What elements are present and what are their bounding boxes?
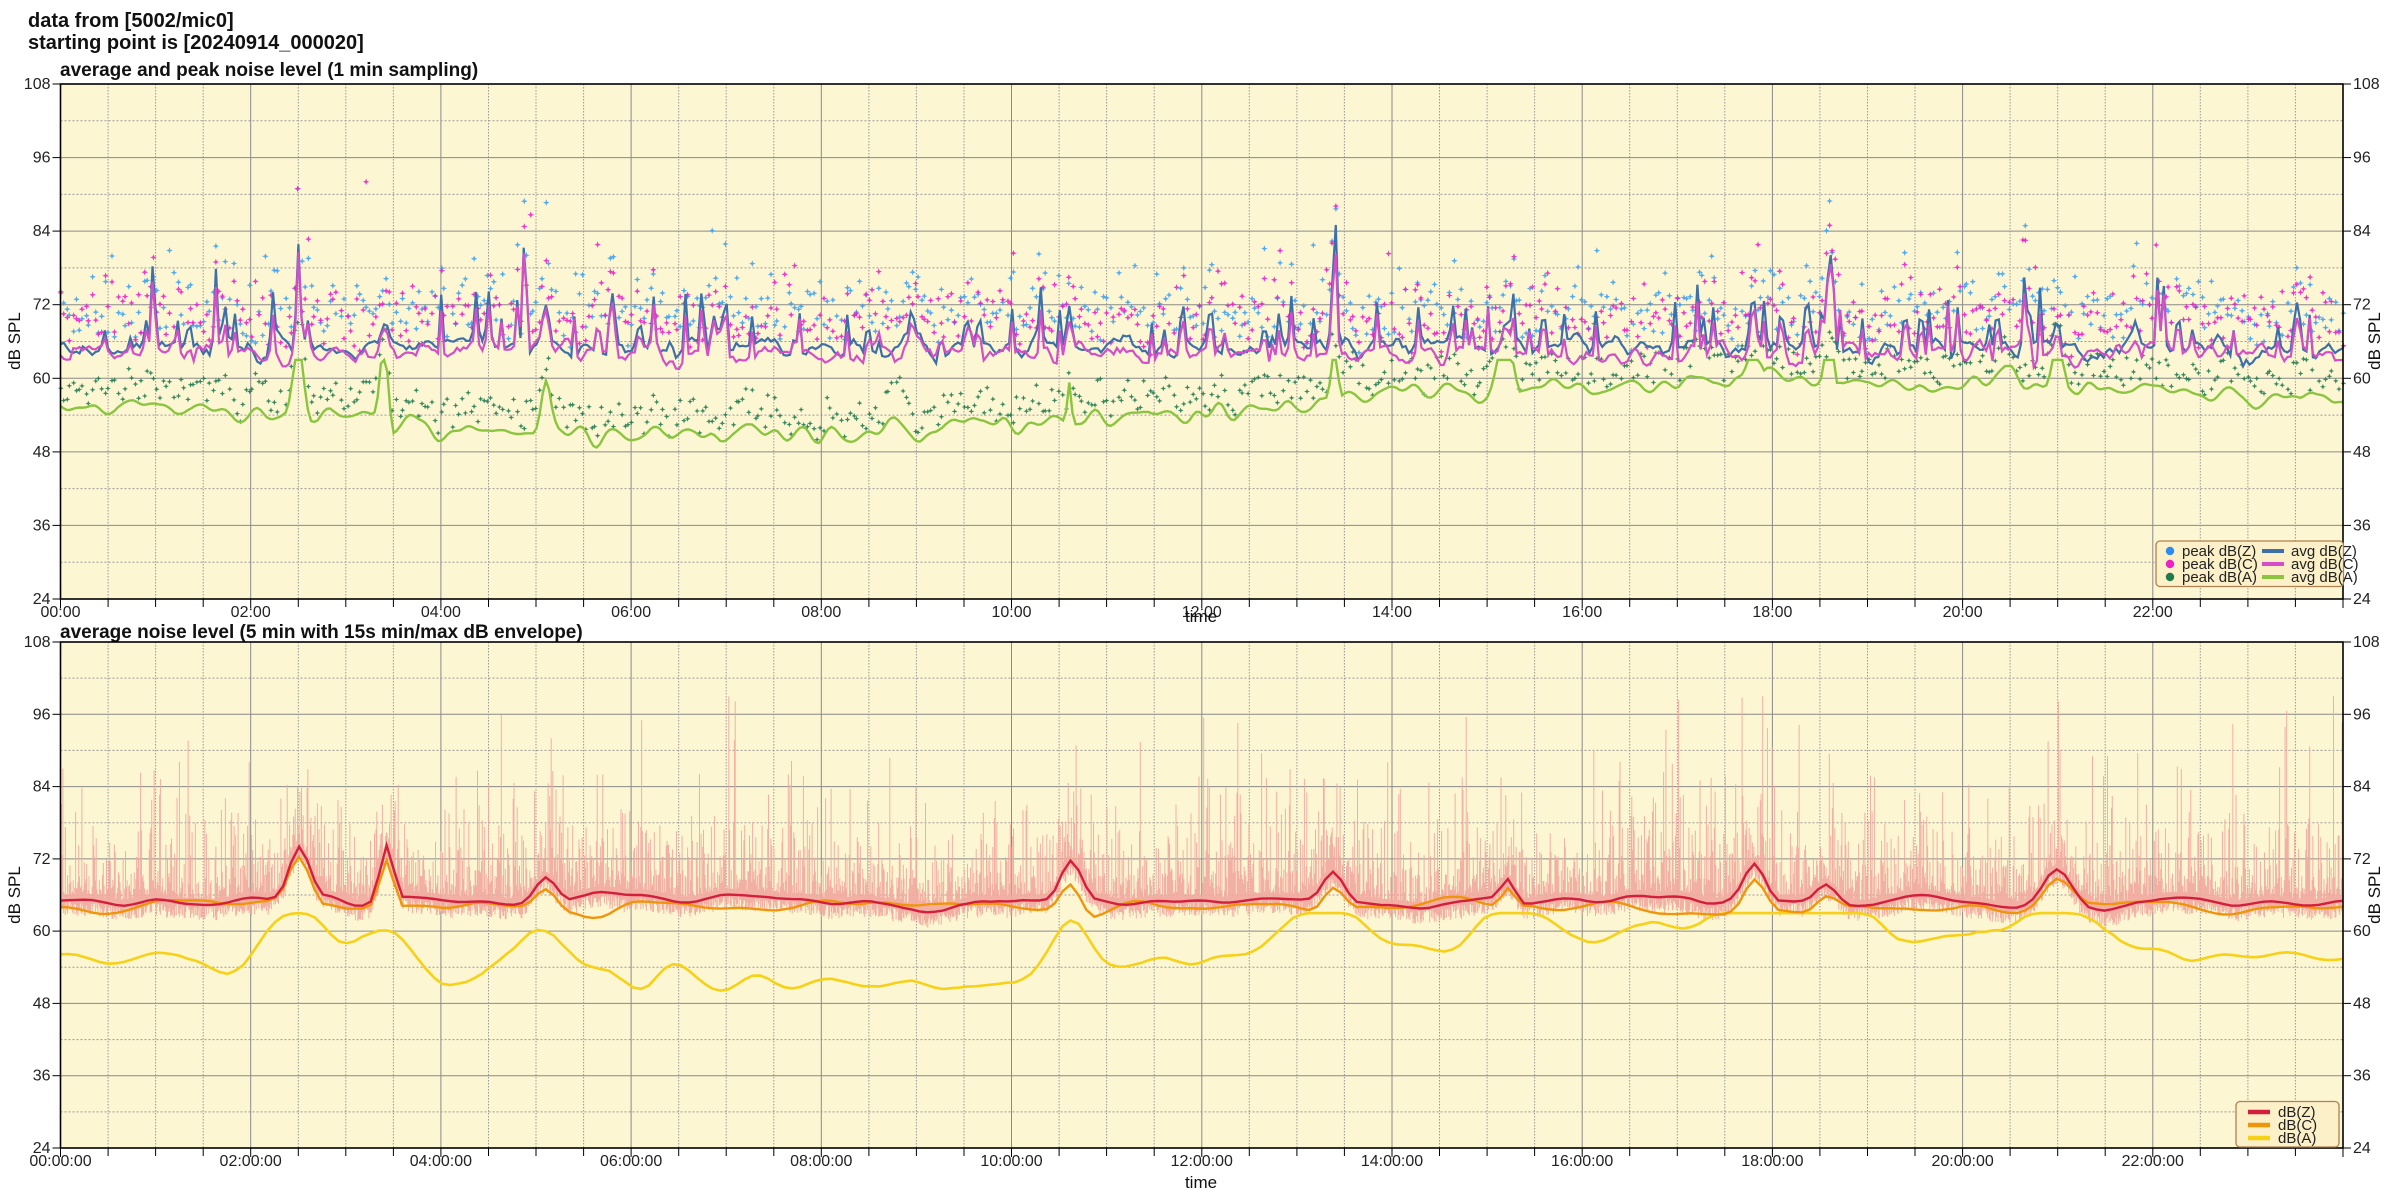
svg-text:48: 48 bbox=[33, 444, 51, 461]
svg-text:00:00: 00:00 bbox=[40, 604, 80, 621]
svg-text:04:00: 04:00 bbox=[421, 604, 461, 621]
svg-text:48: 48 bbox=[2353, 444, 2371, 461]
svg-text:22:00: 22:00 bbox=[2133, 604, 2173, 621]
svg-text:60: 60 bbox=[2353, 370, 2371, 387]
svg-text:36: 36 bbox=[33, 1068, 51, 1085]
svg-text:12:00:00: 12:00:00 bbox=[1171, 1153, 1233, 1170]
svg-text:48: 48 bbox=[2353, 995, 2371, 1012]
svg-text:time: time bbox=[1185, 607, 1217, 626]
svg-text:16:00: 16:00 bbox=[1562, 604, 1602, 621]
svg-text:00:00:00: 00:00:00 bbox=[29, 1153, 91, 1170]
svg-text:peak dB(A): peak dB(A) bbox=[2182, 569, 2257, 586]
svg-text:72: 72 bbox=[33, 297, 51, 314]
svg-text:dB SPL: dB SPL bbox=[5, 866, 24, 924]
svg-text:36: 36 bbox=[33, 517, 51, 534]
svg-text:24: 24 bbox=[2353, 591, 2371, 608]
svg-text:84: 84 bbox=[2353, 779, 2371, 796]
svg-text:108: 108 bbox=[2353, 634, 2380, 651]
svg-text:108: 108 bbox=[24, 76, 51, 93]
svg-text:dB SPL: dB SPL bbox=[2365, 312, 2384, 370]
svg-text:24: 24 bbox=[2353, 1140, 2371, 1157]
svg-text:60: 60 bbox=[33, 370, 51, 387]
svg-text:dB SPL: dB SPL bbox=[5, 312, 24, 370]
svg-text:84: 84 bbox=[33, 223, 51, 240]
svg-text:108: 108 bbox=[24, 634, 51, 651]
svg-text:96: 96 bbox=[2353, 150, 2371, 167]
svg-text:36: 36 bbox=[2353, 517, 2371, 534]
svg-text:60: 60 bbox=[33, 923, 51, 940]
svg-text:20:00: 20:00 bbox=[1943, 604, 1983, 621]
svg-text:02:00: 02:00 bbox=[231, 604, 271, 621]
svg-text:10:00:00: 10:00:00 bbox=[980, 1153, 1042, 1170]
svg-text:dB SPL: dB SPL bbox=[2365, 866, 2384, 924]
svg-text:04:00:00: 04:00:00 bbox=[410, 1153, 472, 1170]
svg-text:72: 72 bbox=[2353, 297, 2371, 314]
svg-text:time: time bbox=[1185, 1173, 1217, 1192]
svg-text:84: 84 bbox=[33, 779, 51, 796]
svg-text:06:00: 06:00 bbox=[611, 604, 651, 621]
svg-text:108: 108 bbox=[2353, 76, 2380, 93]
svg-text:72: 72 bbox=[33, 851, 51, 868]
svg-text:60: 60 bbox=[2353, 923, 2371, 940]
svg-text:22:00:00: 22:00:00 bbox=[2122, 1153, 2184, 1170]
svg-text:18:00:00: 18:00:00 bbox=[1741, 1153, 1803, 1170]
svg-text:48: 48 bbox=[33, 995, 51, 1012]
svg-text:avg dB(A): avg dB(A) bbox=[2291, 569, 2358, 586]
svg-text:06:00:00: 06:00:00 bbox=[600, 1153, 662, 1170]
svg-text:20:00:00: 20:00:00 bbox=[1931, 1153, 1993, 1170]
svg-text:10:00: 10:00 bbox=[991, 604, 1031, 621]
svg-text:14:00: 14:00 bbox=[1372, 604, 1412, 621]
svg-text:84: 84 bbox=[2353, 223, 2371, 240]
svg-text:08:00: 08:00 bbox=[801, 604, 841, 621]
svg-text:72: 72 bbox=[2353, 851, 2371, 868]
svg-text:02:00:00: 02:00:00 bbox=[220, 1153, 282, 1170]
svg-text:14:00:00: 14:00:00 bbox=[1361, 1153, 1423, 1170]
svg-text:96: 96 bbox=[2353, 706, 2371, 723]
svg-text:18:00: 18:00 bbox=[1752, 604, 1792, 621]
svg-text:08:00:00: 08:00:00 bbox=[790, 1153, 852, 1170]
svg-text:dB(A): dB(A) bbox=[2278, 1130, 2316, 1147]
svg-text:96: 96 bbox=[33, 706, 51, 723]
svg-text:16:00:00: 16:00:00 bbox=[1551, 1153, 1613, 1170]
svg-text:96: 96 bbox=[33, 150, 51, 167]
svg-text:36: 36 bbox=[2353, 1068, 2371, 1085]
